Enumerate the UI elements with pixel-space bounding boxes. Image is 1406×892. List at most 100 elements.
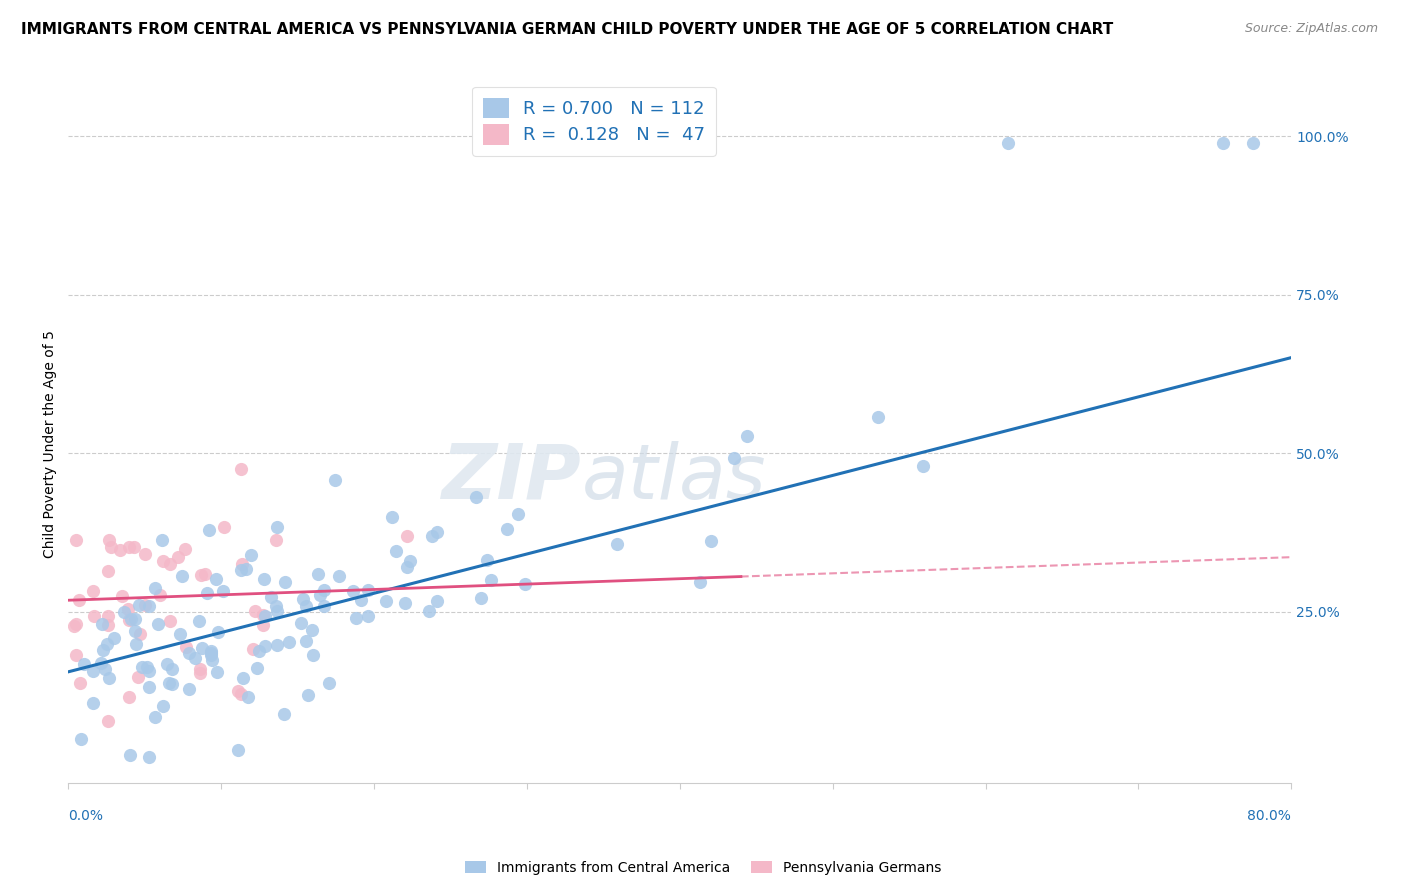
Point [1241,136,1264,150]
Point [312,583,335,598]
Point [198,524,221,538]
Point [479,573,502,587]
Point [150,533,173,547]
Point [297,688,319,702]
Point [98,533,121,548]
Point [111,589,134,603]
Point [128,598,150,612]
Point [195,586,218,600]
Point [465,490,488,504]
Point [212,583,235,598]
Text: 80.0%: 80.0% [1247,809,1291,823]
Point [426,594,449,608]
Point [420,529,443,543]
Point [318,676,340,690]
Text: Source: ZipAtlas.com: Source: ZipAtlas.com [1244,22,1378,36]
Point [127,669,149,683]
Point [201,653,224,667]
Point [83,609,105,624]
Point [866,410,889,425]
Point [1212,136,1234,150]
Point [239,548,262,562]
Point [328,569,350,583]
Point [173,542,195,557]
Point [260,590,283,604]
Text: ZIP: ZIP [441,441,582,515]
Point [65,648,87,662]
Point [294,633,316,648]
Point [65,533,87,548]
Point [134,598,156,612]
Point [253,572,276,586]
Point [172,568,194,582]
Y-axis label: Child Poverty Under the Age of 5: Child Poverty Under the Age of 5 [44,330,58,558]
Point [179,646,201,660]
Point [252,618,274,632]
Point [65,616,87,631]
Point [350,593,373,607]
Point [212,520,235,534]
Point [143,581,166,595]
Point [997,136,1019,150]
Point [190,666,212,681]
Text: 0.0%: 0.0% [69,809,103,823]
Point [82,696,104,710]
Point [396,560,419,574]
Point [508,508,530,522]
Point [229,563,252,577]
Point [235,562,257,576]
Point [229,462,252,476]
Point [395,529,418,543]
Point [69,676,91,690]
Point [344,610,367,624]
Point [266,638,288,652]
Point [138,750,160,764]
Point [67,593,90,607]
Point [159,558,181,572]
Point [124,624,146,638]
Point [108,543,131,558]
Point [159,614,181,628]
Point [63,619,86,633]
Point [160,677,183,691]
Point [112,605,135,619]
Point [97,618,120,632]
Point [236,690,259,705]
Point [254,639,277,653]
Point [254,608,277,623]
Point [128,626,150,640]
Point [266,603,288,617]
Point [120,612,142,626]
Point [295,599,318,614]
Point [381,509,404,524]
Point [73,657,96,671]
Point [264,533,287,547]
Point [96,637,118,651]
Point [191,641,214,656]
Point [266,599,288,614]
Point [138,681,160,695]
Point [167,550,190,565]
Text: IMMIGRANTS FROM CENTRAL AMERICA VS PENNSYLVANIA GERMAN CHILD POVERTY UNDER THE A: IMMIGRANTS FROM CENTRAL AMERICA VS PENNS… [21,22,1114,37]
Point [226,684,249,698]
Point [118,541,141,555]
Point [232,671,254,685]
Point [426,524,449,539]
Point [82,584,104,599]
Point [606,537,628,551]
Point [357,609,380,624]
Point [200,648,222,663]
Point [205,665,228,680]
Point [100,540,122,554]
Point [278,634,301,648]
Point [152,554,174,568]
Point [292,591,315,606]
Point [124,612,146,626]
Point [723,450,745,465]
Point [515,577,537,591]
Point [912,459,935,474]
Point [470,591,492,605]
Text: atlas: atlas [582,441,766,515]
Point [118,690,141,704]
Point [496,522,519,536]
